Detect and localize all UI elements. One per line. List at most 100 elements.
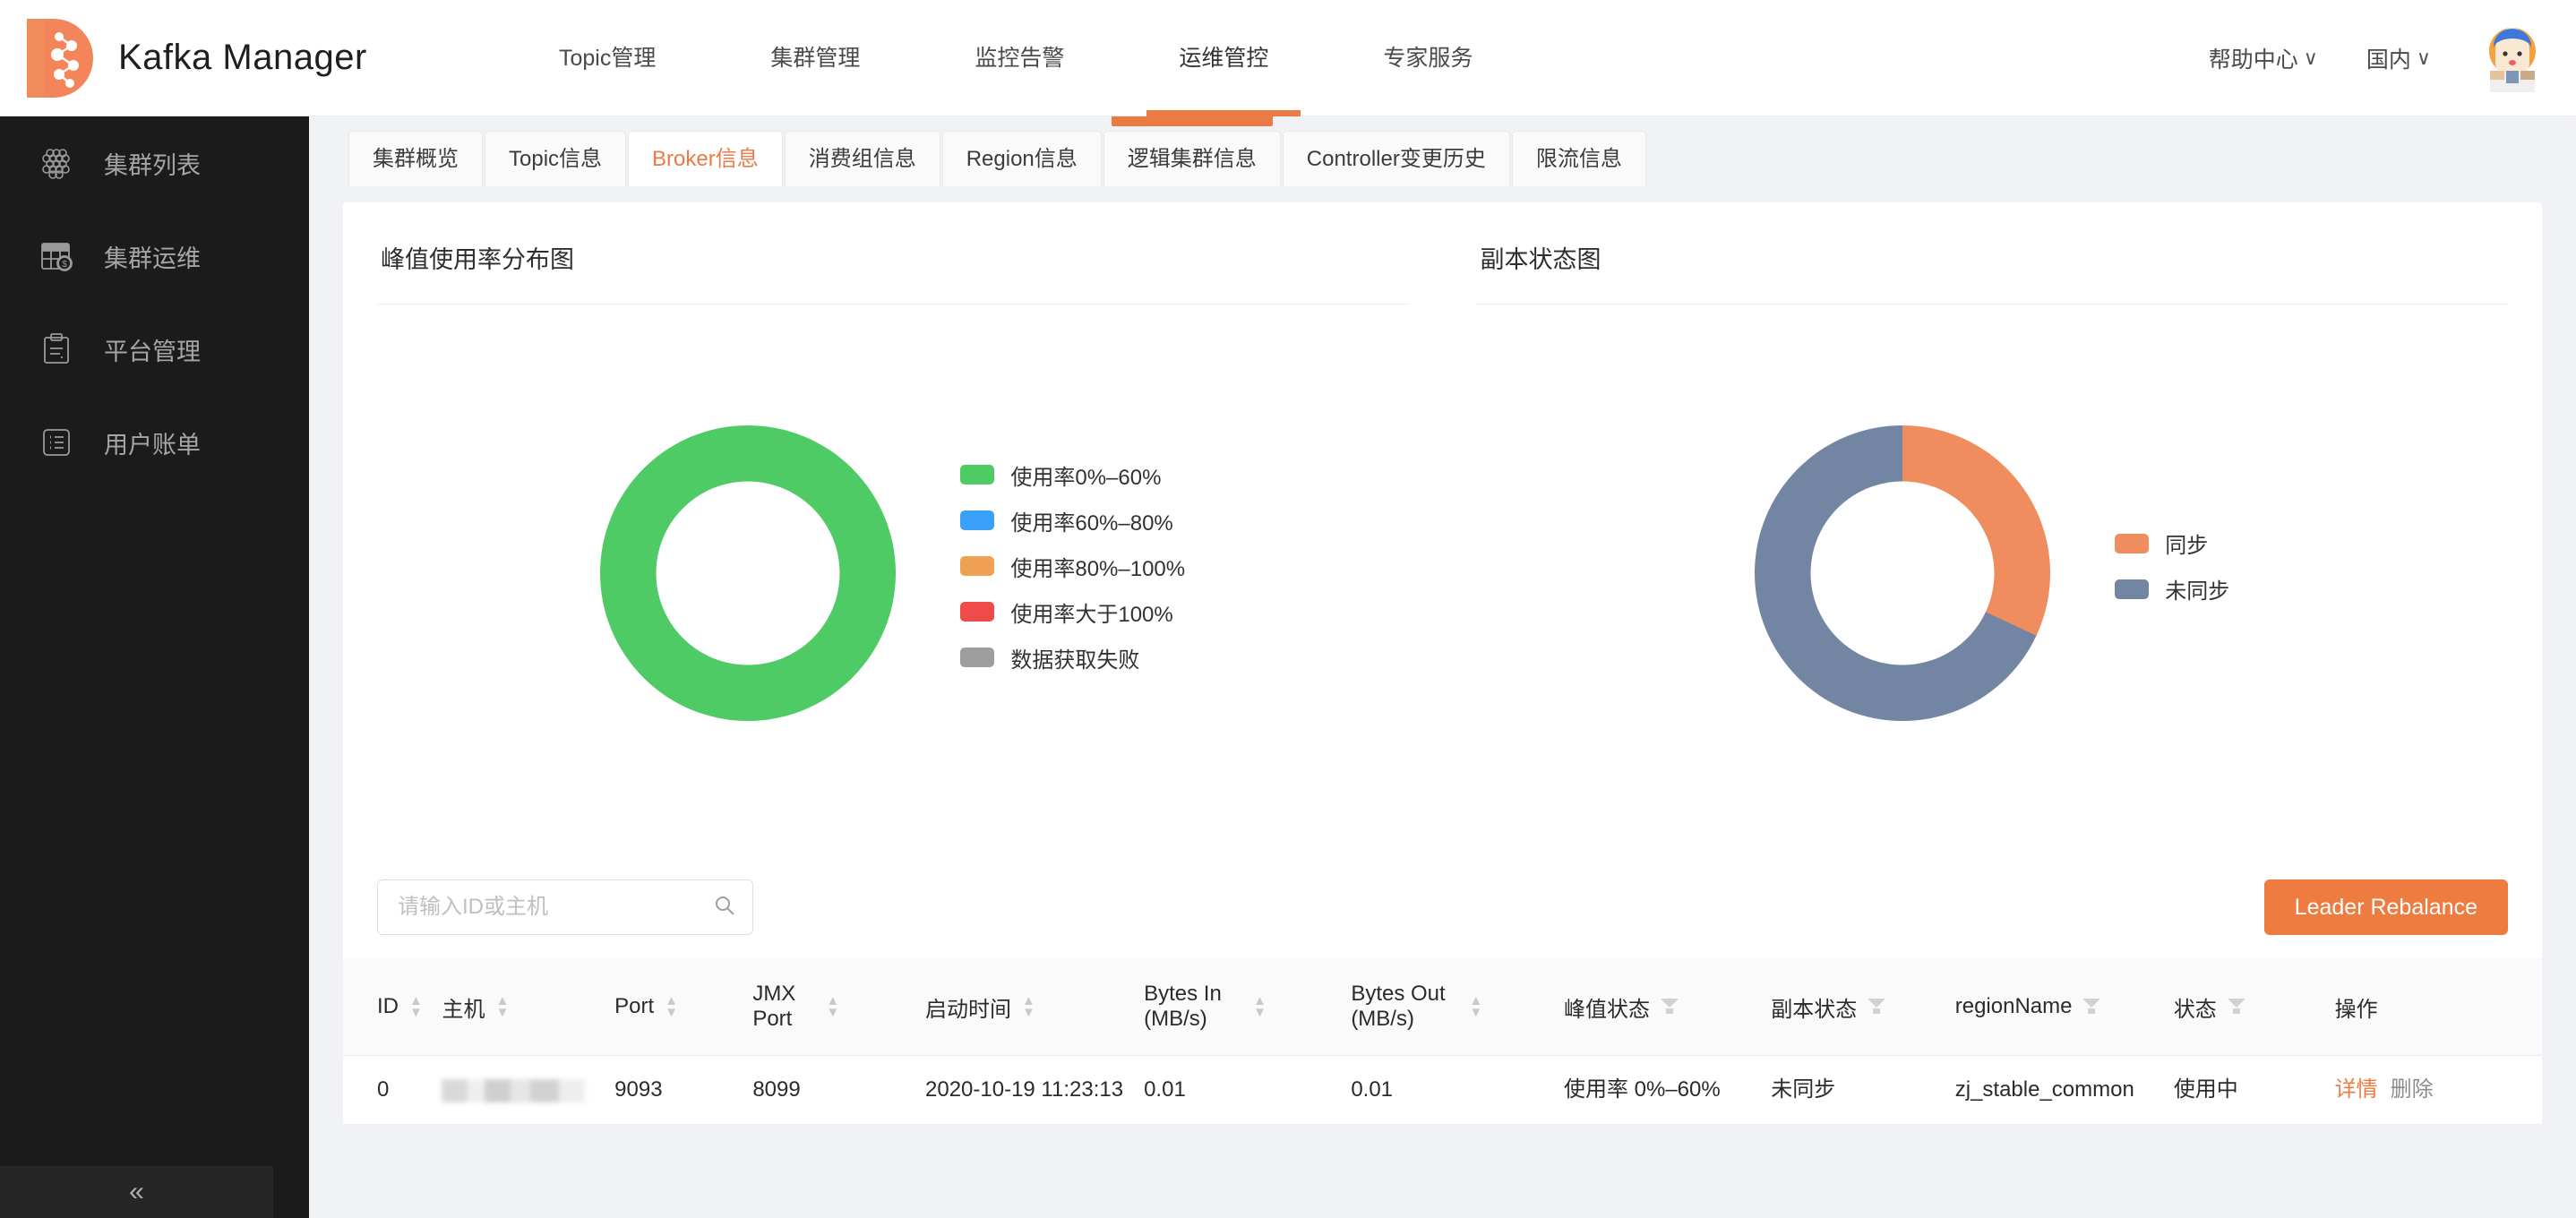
col-region-name[interactable]: regionName: [1954, 958, 2174, 1056]
table-header-row: ID ▲ ▼ 主机 ▲ ▼ Port ▲ ▼ JMX Port: [343, 958, 2542, 1056]
legend-item[interactable]: 同步: [2115, 528, 2229, 559]
table-body: 0 9093 8099 2020-10-19 11:23:13 0.01 0.0…: [343, 1055, 2542, 1126]
col-actions: 操作: [2334, 958, 2542, 1056]
sidebar: 集群列表 $ 集群运维: [0, 116, 309, 1218]
sidebar-item-cluster-ops[interactable]: $ 集群运维: [0, 210, 309, 303]
col-id[interactable]: ID ▲ ▼: [343, 958, 442, 1056]
legend-item[interactable]: 使用率80%–100%: [960, 551, 1185, 582]
replica-status-chart-card: 副本状态图 同步 未同步: [1443, 202, 2543, 856]
peak-usage-donut[interactable]: [600, 425, 897, 721]
nav-item-cluster[interactable]: 集群管理: [770, 45, 861, 71]
cell-bytes-out: 0.01: [1351, 1055, 1564, 1126]
top-bar: Kafka Manager Topic管理 集群管理 监控告警 运维管控 专家服…: [0, 0, 2576, 116]
legend-swatch-out-of-sync: [2115, 579, 2150, 599]
col-replica-status[interactable]: 副本状态: [1771, 958, 1955, 1056]
col-label: 峰值状态: [1563, 997, 1650, 1022]
tab-controller-history[interactable]: Controller变更历史: [1282, 131, 1510, 186]
masked-host-value: [442, 1078, 586, 1102]
col-label: 状态: [2173, 997, 2217, 1022]
delete-link[interactable]: 删除: [2390, 1077, 2434, 1102]
sort-icon[interactable]: ▲ ▼: [826, 992, 840, 1020]
peak-usage-chart-body: 使用率0%–60% 使用率60%–80% 使用率80%–100%: [377, 304, 1409, 842]
sidebar-item-user-billing[interactable]: 用户账单: [0, 396, 309, 489]
charts-section: 峰值使用率分布图 使用率0%–60% 使用率60: [343, 202, 2542, 856]
legend-label: 使用率80%–100%: [1010, 556, 1186, 581]
table-row[interactable]: 0 9093 8099 2020-10-19 11:23:13 0.01 0.0…: [343, 1055, 2542, 1126]
col-label: Port: [614, 994, 655, 1018]
sort-icon[interactable]: ▲ ▼: [409, 992, 423, 1020]
filter-icon[interactable]: [2082, 999, 2101, 1015]
main-panel: 峰值使用率分布图 使用率0%–60% 使用率60: [343, 202, 2542, 1126]
detail-link[interactable]: 详情: [2334, 1077, 2378, 1102]
legend-item[interactable]: 未同步: [2115, 573, 2229, 605]
col-label: 主机: [442, 997, 485, 1022]
nav-item-monitor[interactable]: 监控告警: [975, 45, 1065, 71]
cell-region-name: zj_stable_common: [1954, 1055, 2174, 1126]
nav-item-topic[interactable]: Topic管理: [559, 45, 657, 71]
tab-broker-info[interactable]: Broker信息: [628, 131, 783, 186]
search-input[interactable]: [398, 895, 713, 920]
tab-topic-info[interactable]: Topic信息: [485, 131, 627, 186]
tab-throttle-info[interactable]: 限流信息: [1511, 131, 1646, 186]
cell-host: [442, 1055, 615, 1126]
cell-peak-status: 使用率 0%–60%: [1563, 1055, 1772, 1126]
sort-icon[interactable]: ▲ ▼: [495, 992, 510, 1020]
col-bytes-in[interactable]: Bytes In (MB/s) ▲ ▼: [1144, 958, 1352, 1056]
col-label: ID: [377, 994, 399, 1018]
legend-item[interactable]: 使用率60%–80%: [960, 505, 1185, 536]
replica-status-donut[interactable]: [1755, 425, 2051, 721]
col-host[interactable]: 主机 ▲ ▼: [442, 958, 615, 1056]
tab-logical-cluster-info[interactable]: 逻辑集群信息: [1103, 116, 1281, 186]
legend-label: 使用率大于100%: [1010, 602, 1173, 627]
col-bytes-out[interactable]: Bytes Out (MB/s) ▲ ▼: [1351, 958, 1564, 1056]
peak-usage-chart-title: 峰值使用率分布图: [377, 229, 1409, 304]
cell-jmx-port: 8099: [752, 1055, 925, 1126]
col-start-time[interactable]: 启动时间 ▲ ▼: [925, 958, 1145, 1056]
avatar[interactable]: [2483, 24, 2542, 92]
replica-status-legend: 同步 未同步: [2115, 528, 2229, 619]
table-head: ID ▲ ▼ 主机 ▲ ▼ Port ▲ ▼ JMX Port: [343, 958, 2542, 1056]
region-menu[interactable]: 国内 ∨: [2366, 42, 2431, 74]
legend-item[interactable]: 使用率大于100%: [960, 596, 1185, 628]
nav-item-expert[interactable]: 专家服务: [1383, 45, 1473, 71]
help-center-menu[interactable]: 帮助中心 ∨: [2209, 42, 2318, 74]
legend-swatch-over-100: [960, 602, 995, 622]
filter-icon[interactable]: [2227, 999, 2245, 1015]
sort-icon[interactable]: ▲ ▼: [1253, 992, 1267, 1020]
tab-consumer-group-info[interactable]: 消费组信息: [784, 131, 940, 186]
cell-actions: 详情 删除: [2334, 1055, 2542, 1126]
sidebar-item-cluster-list[interactable]: 集群列表: [0, 116, 309, 210]
cell-id[interactable]: 0: [343, 1055, 442, 1126]
filter-icon[interactable]: [1660, 999, 1679, 1015]
leader-rebalance-button[interactable]: Leader Rebalance: [2263, 879, 2508, 935]
tab-cluster-overview[interactable]: 集群概览: [348, 131, 483, 186]
cell-status: 使用中: [2173, 1055, 2335, 1126]
legend-swatch-in-sync: [2115, 533, 2150, 553]
legend-item[interactable]: 数据获取失败: [960, 642, 1185, 673]
filter-icon[interactable]: [1868, 999, 1886, 1015]
search-box[interactable]: [377, 879, 753, 935]
sidebar-collapse-button[interactable]: «: [0, 1166, 273, 1218]
sidebar-item-platform-admin[interactable]: 平台管理: [0, 303, 309, 396]
tab-region-info[interactable]: Region信息: [941, 131, 1102, 186]
nav-item-ops[interactable]: 运维管控: [1138, 0, 1309, 116]
cell-replica-status: 未同步: [1771, 1055, 1955, 1126]
cluster-list-icon: [36, 142, 77, 184]
col-peak-status[interactable]: 峰值状态: [1563, 958, 1772, 1056]
legend-label: 使用率0%–60%: [1010, 465, 1162, 490]
legend-item[interactable]: 使用率0%–60%: [960, 459, 1185, 491]
col-status[interactable]: 状态: [2173, 958, 2335, 1056]
brand[interactable]: Kafka Manager: [0, 15, 502, 101]
legend-label: 使用率60%–80%: [1010, 510, 1173, 536]
search-icon[interactable]: [713, 894, 736, 922]
sort-icon[interactable]: ▲ ▼: [665, 992, 679, 1020]
sort-icon[interactable]: ▲ ▼: [1469, 992, 1483, 1020]
sort-icon[interactable]: ▲ ▼: [1022, 992, 1035, 1020]
col-jmx-port[interactable]: JMX Port ▲ ▼: [752, 958, 925, 1056]
chevron-down-icon: ∨: [2303, 46, 2318, 69]
col-label: Bytes In (MB/s): [1144, 982, 1222, 1031]
col-port[interactable]: Port ▲ ▼: [614, 958, 753, 1056]
peak-usage-legend: 使用率0%–60% 使用率60%–80% 使用率80%–100%: [960, 459, 1185, 688]
chevron-double-left-icon: «: [129, 1177, 144, 1206]
